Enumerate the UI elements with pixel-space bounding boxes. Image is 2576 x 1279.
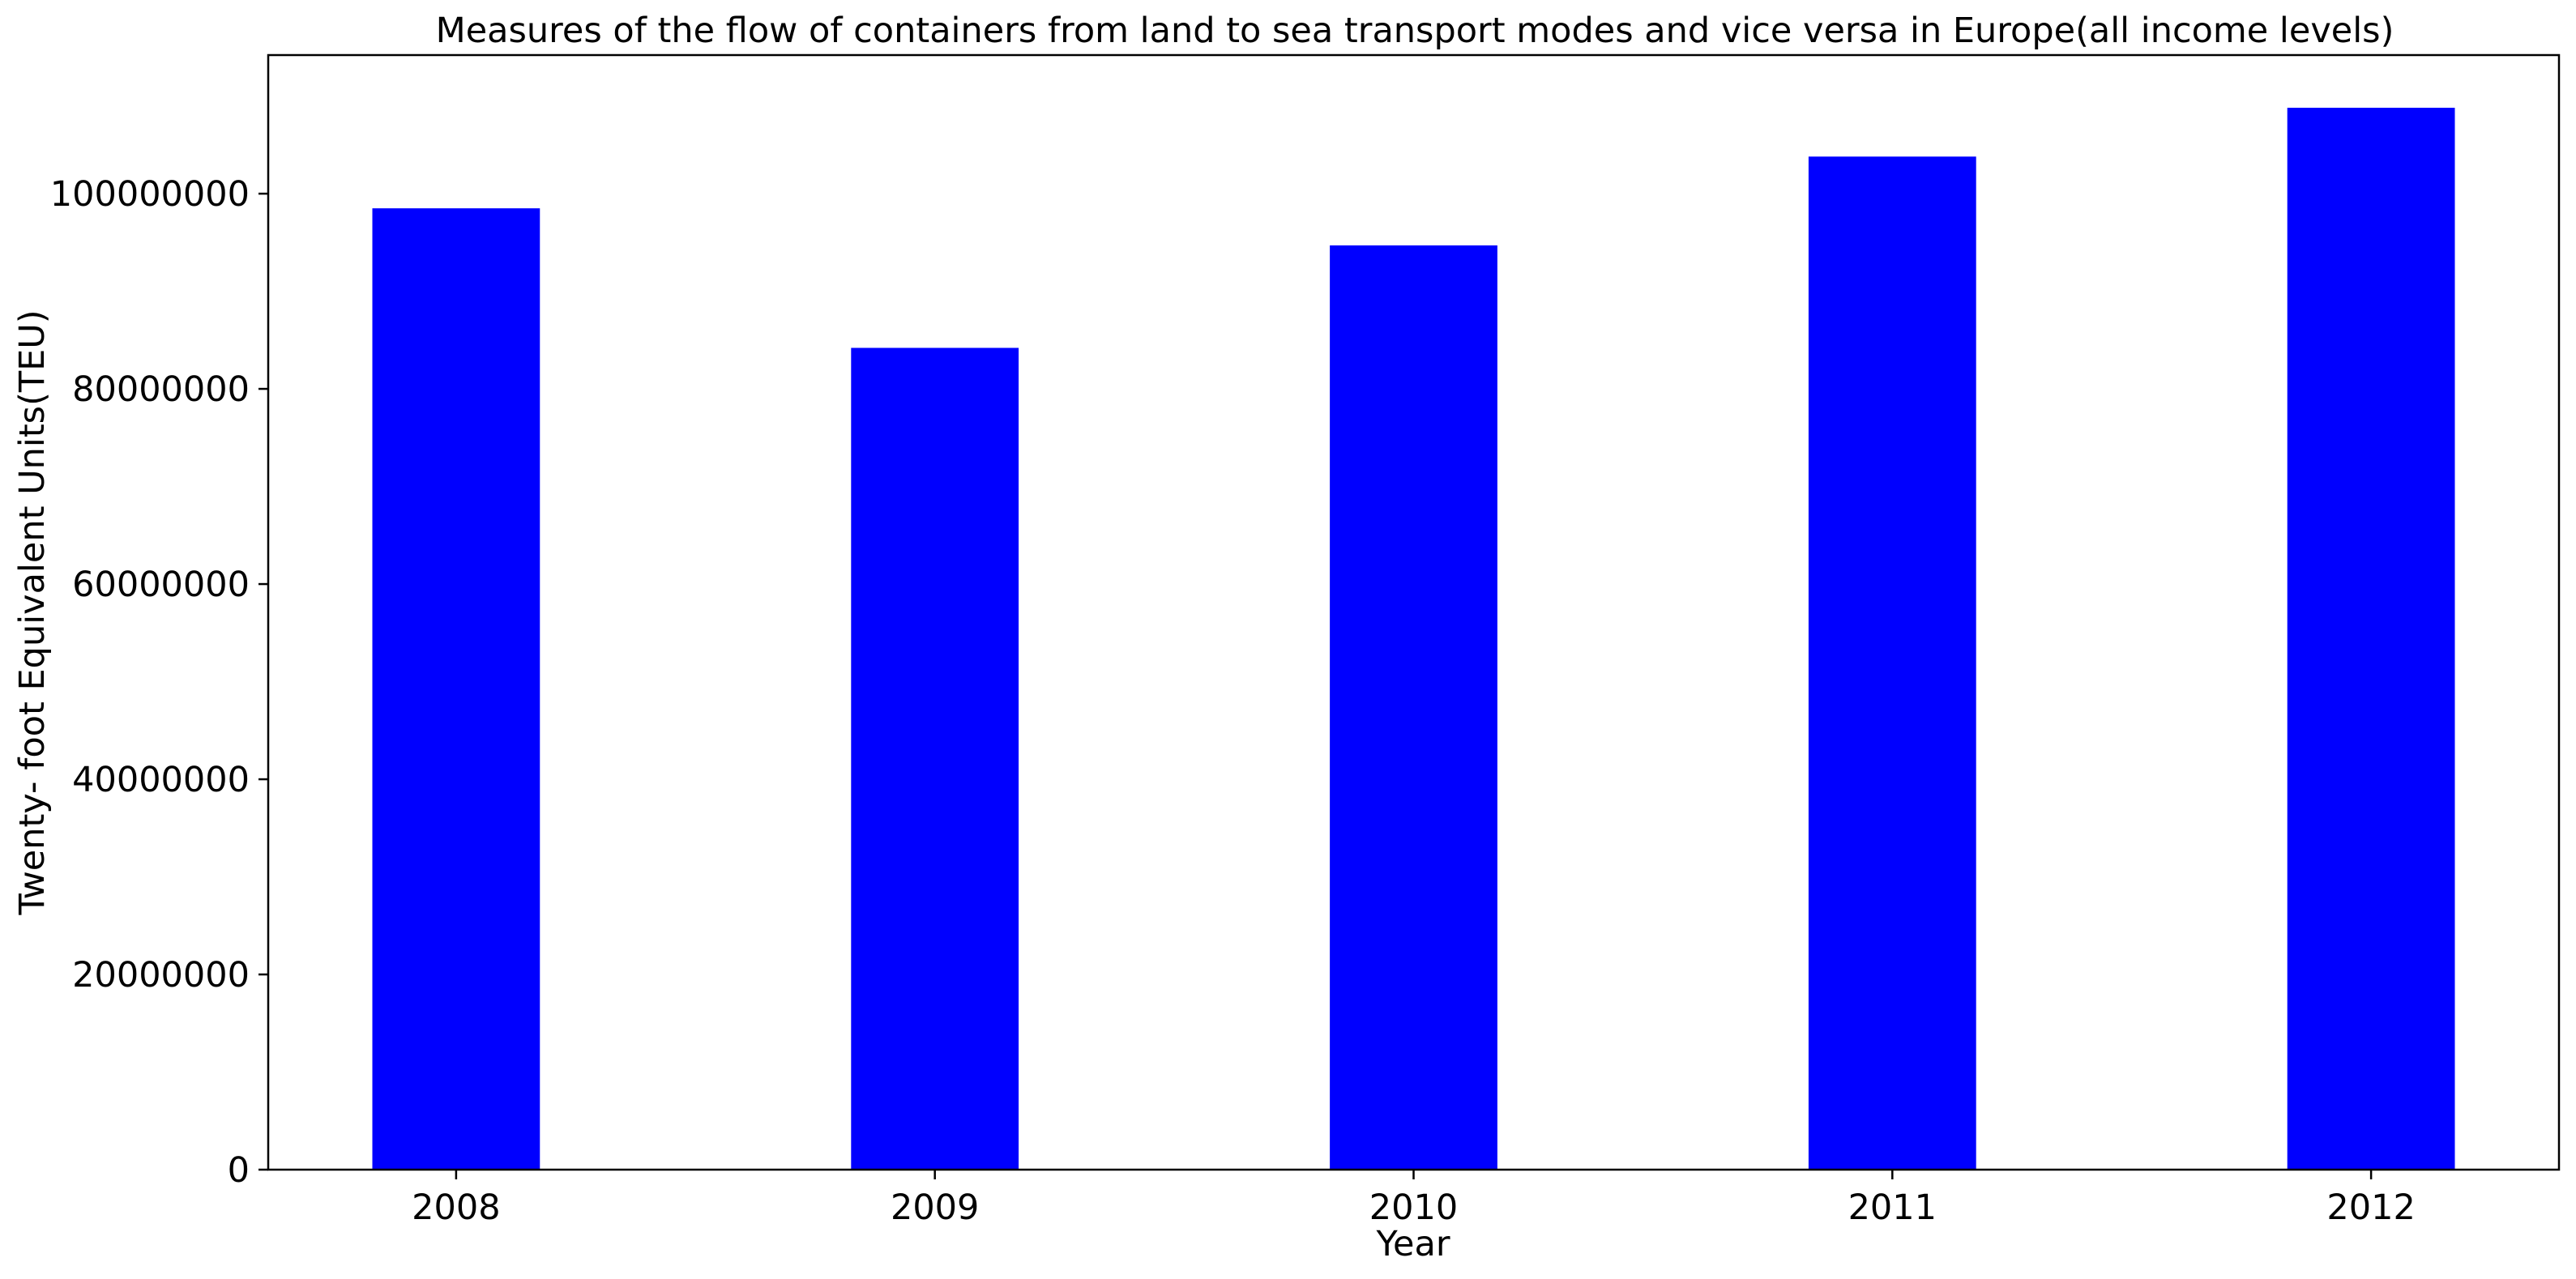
x-tick-label: 2010 <box>1369 1187 1458 1228</box>
y-axis-title: Twenty- foot Equivalent Units(TEU) <box>12 309 53 915</box>
x-tick-label: 2009 <box>891 1187 979 1228</box>
bar-2012 <box>2287 108 2455 1170</box>
bars-layer <box>372 108 2455 1170</box>
y-tick-label: 20000000 <box>72 955 250 995</box>
bar-2009 <box>851 347 1019 1170</box>
y-tick-label: 60000000 <box>72 565 250 605</box>
bar-2010 <box>1330 245 1497 1170</box>
x-axis: 2008 2009 2010 2011 2012 <box>412 1170 2416 1228</box>
x-tick-label: 2011 <box>1848 1187 1937 1228</box>
chart-title: Measures of the flow of containers from … <box>436 11 2394 51</box>
y-tick-label: 100000000 <box>50 174 250 215</box>
y-tick-label: 40000000 <box>72 760 250 800</box>
y-tick-label: 0 <box>228 1150 250 1191</box>
x-tick-label: 2012 <box>2326 1187 2415 1228</box>
y-axis: 0 20000000 40000000 60000000 80000000 1000000… <box>50 174 268 1191</box>
y-tick-label: 80000000 <box>72 369 250 410</box>
x-tick-label: 2008 <box>412 1187 500 1228</box>
bar-2011 <box>1808 156 1976 1170</box>
bar-2008 <box>372 208 540 1170</box>
x-axis-title: Year <box>1375 1224 1450 1264</box>
